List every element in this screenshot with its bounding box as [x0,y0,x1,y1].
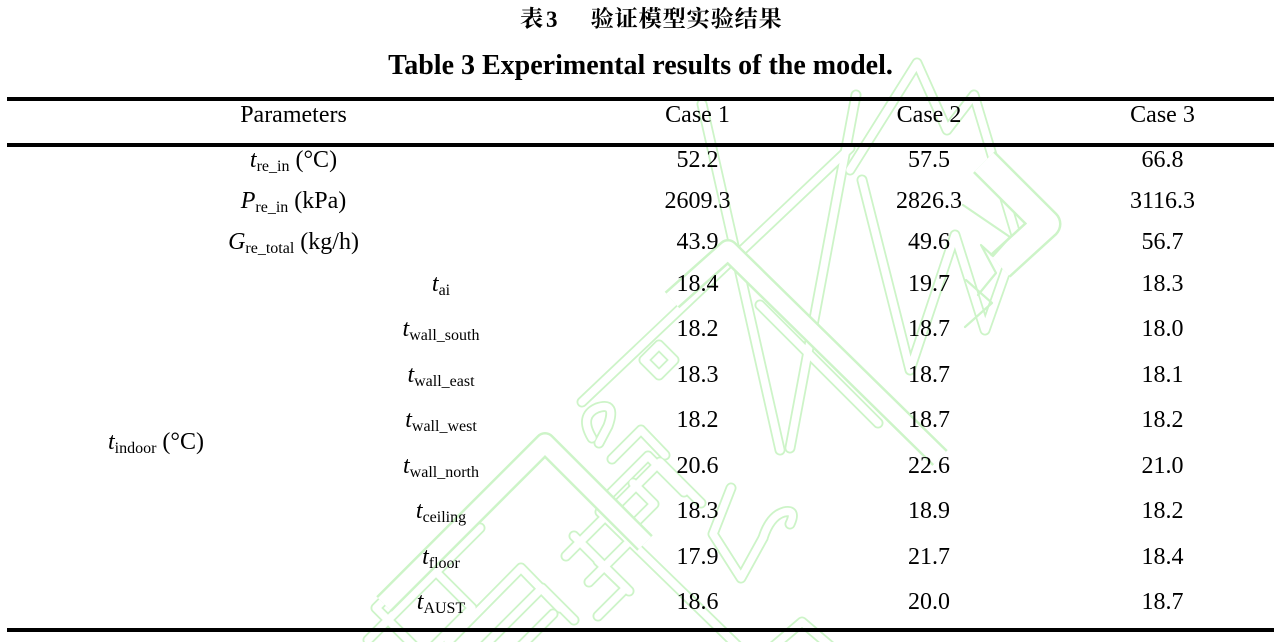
svg-text:3: 3 [546,7,558,32]
